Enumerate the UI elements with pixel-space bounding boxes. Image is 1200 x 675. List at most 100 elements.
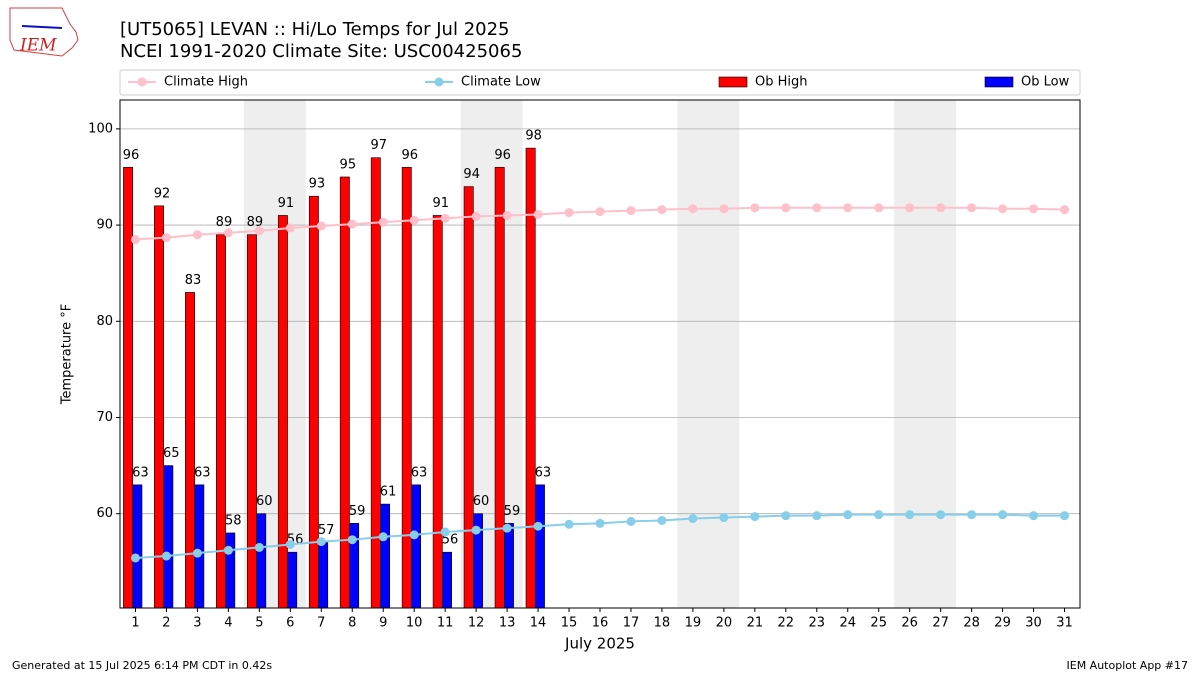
- point: [967, 203, 977, 213]
- x-tick-label: 10: [406, 616, 423, 631]
- bar: [494, 167, 505, 609]
- point: [409, 530, 419, 540]
- point: [1029, 204, 1039, 214]
- point: [626, 206, 636, 216]
- point: [750, 512, 760, 522]
- bar: [123, 167, 133, 609]
- x-tick-label: 29: [994, 616, 1011, 631]
- point: [378, 532, 388, 542]
- plot-frame: [119, 99, 1081, 609]
- data-label: 60: [473, 494, 490, 509]
- bar: [463, 186, 474, 609]
- x-tick-label: 2: [162, 616, 170, 631]
- y-tick-label: 80: [96, 314, 113, 329]
- x-tick-label: 24: [839, 616, 856, 631]
- data-label: 97: [371, 138, 388, 153]
- point: [781, 203, 791, 213]
- data-label: 56: [442, 533, 459, 548]
- bar: [411, 484, 421, 609]
- data-label: 92: [154, 186, 171, 201]
- point: [378, 217, 388, 227]
- point: [812, 511, 822, 521]
- x-tick-label: 12: [468, 616, 485, 631]
- point: [533, 209, 543, 219]
- x-tick-label: 6: [286, 616, 294, 631]
- point: [471, 525, 481, 535]
- data-label: 96: [401, 148, 418, 163]
- data-label: 63: [411, 465, 428, 480]
- bar: [154, 205, 164, 609]
- data-label: 59: [504, 504, 521, 519]
- point: [130, 553, 140, 563]
- point: [936, 203, 946, 213]
- bar: [380, 503, 391, 609]
- y-tick-label: 60: [96, 506, 113, 521]
- point: [533, 521, 543, 531]
- legend: [119, 69, 1081, 96]
- legend-label: Ob Low: [1021, 75, 1070, 90]
- point: [347, 535, 357, 545]
- data-label: 63: [132, 465, 149, 480]
- point: [719, 513, 729, 523]
- data-label: 95: [340, 157, 357, 172]
- point: [843, 510, 853, 520]
- data-label: 91: [278, 196, 295, 211]
- point: [936, 510, 946, 520]
- bar: [308, 195, 319, 609]
- x-tick-label: 21: [747, 616, 764, 631]
- bar: [256, 513, 267, 609]
- point: [192, 548, 202, 558]
- data-label: 91: [432, 196, 449, 211]
- x-tick-label: 25: [870, 616, 887, 631]
- point: [285, 540, 295, 549]
- footer-right: IEM Autoplot App #17: [1067, 659, 1189, 672]
- point: [874, 203, 884, 213]
- logo-text: IEM: [19, 36, 57, 56]
- point: [192, 230, 202, 240]
- x-tick-label: 9: [379, 616, 387, 631]
- point: [688, 204, 698, 214]
- x-axis-label: July 2025: [564, 635, 635, 653]
- chart-subtitle: NCEI 1991-2020 Climate Site: USC00425065: [120, 41, 522, 62]
- x-tick-label: 23: [809, 616, 826, 631]
- data-label: 57: [318, 523, 335, 538]
- point: [130, 235, 140, 245]
- legend-label: Climate High: [164, 75, 248, 90]
- point: [905, 510, 915, 520]
- data-label: 98: [525, 129, 542, 144]
- point: [595, 518, 605, 528]
- legend-label: Climate Low: [461, 75, 541, 90]
- data-label: 59: [349, 504, 366, 519]
- data-label: 96: [123, 148, 140, 163]
- x-tick-label: 13: [499, 616, 516, 631]
- data-label: 65: [163, 446, 180, 461]
- bar: [318, 542, 329, 609]
- x-tick-label: 31: [1056, 616, 1073, 631]
- x-tick-label: 7: [317, 616, 325, 631]
- point: [502, 210, 512, 220]
- x-tick-label: 28: [963, 616, 980, 631]
- point: [285, 223, 295, 233]
- bar: [525, 147, 536, 609]
- data-label: 93: [309, 177, 326, 192]
- point: [967, 510, 977, 520]
- point: [998, 510, 1008, 520]
- data-label: 60: [256, 494, 273, 509]
- legend-marker: [434, 77, 444, 87]
- bar: [185, 292, 195, 609]
- weekend-shade: [677, 100, 740, 608]
- legend-swatch: [718, 76, 748, 88]
- x-tick-label: 16: [592, 616, 609, 631]
- x-tick-label: 17: [623, 616, 640, 631]
- x-tick-label: 18: [654, 616, 671, 631]
- x-tick-label: 15: [561, 616, 578, 631]
- legend-swatch: [984, 76, 1014, 88]
- x-tick-label: 27: [932, 616, 949, 631]
- point: [595, 207, 605, 217]
- point: [161, 233, 171, 243]
- data-label: 94: [463, 167, 480, 182]
- footer-left: Generated at 15 Jul 2025 6:14 PM CDT in …: [12, 659, 272, 672]
- point: [316, 221, 326, 231]
- data-label: 61: [380, 485, 397, 500]
